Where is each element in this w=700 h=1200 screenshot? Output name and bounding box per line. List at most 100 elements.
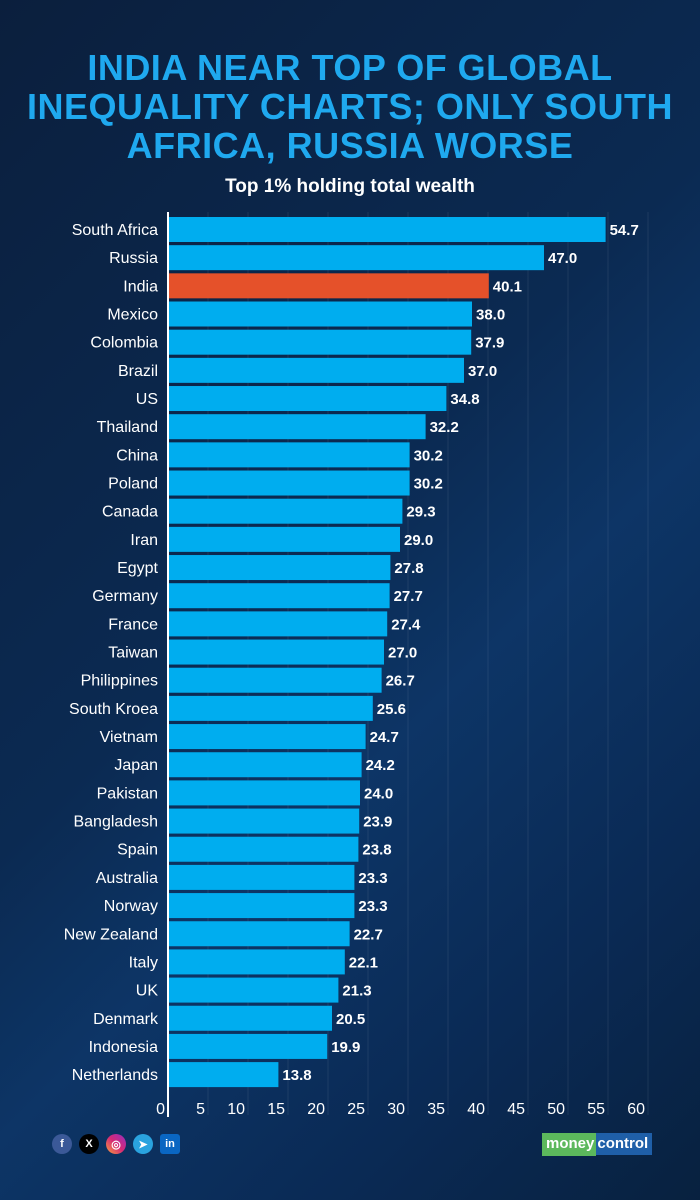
chart-subtitle: Top 1% holding total wealth bbox=[225, 176, 475, 197]
category-label: Italy bbox=[129, 954, 158, 971]
category-label: India bbox=[123, 278, 158, 295]
chart-title: INDIA NEAR TOP OF GLOBAL INEQUALITY CHAR… bbox=[27, 47, 673, 166]
category-label: Mexico bbox=[107, 307, 158, 324]
data-label: 23.9 bbox=[363, 814, 392, 831]
x-tick-label: 30 bbox=[387, 1101, 405, 1118]
category-label: Philippines bbox=[81, 673, 158, 690]
telegram-icon[interactable]: ➤ bbox=[133, 1134, 153, 1154]
category-label: New Zealand bbox=[64, 926, 158, 943]
data-label: 23.8 bbox=[362, 842, 391, 859]
x-tick-label: 60 bbox=[627, 1101, 645, 1118]
category-label: Spain bbox=[117, 842, 158, 859]
x-tick-label: 35 bbox=[427, 1101, 445, 1118]
bar-south-africa bbox=[168, 217, 606, 242]
data-label: 22.1 bbox=[349, 954, 378, 971]
x-tick-label: 40 bbox=[467, 1101, 485, 1118]
bar-new-zealand bbox=[168, 921, 350, 947]
category-label: Netherlands bbox=[72, 1067, 158, 1084]
bar-philippines bbox=[168, 667, 382, 693]
data-label: 20.5 bbox=[336, 1011, 365, 1028]
bar-uk bbox=[168, 977, 339, 1003]
category-label: Egypt bbox=[117, 560, 158, 577]
bar-norway bbox=[168, 893, 355, 919]
bar-denmark bbox=[168, 1005, 332, 1031]
linkedin-icon[interactable]: in bbox=[160, 1134, 180, 1154]
bar-mexico bbox=[168, 301, 472, 327]
bar-vietnam bbox=[168, 724, 366, 750]
data-label: 47.0 bbox=[548, 250, 577, 267]
data-label: 27.8 bbox=[394, 560, 423, 577]
bar-spain bbox=[168, 836, 359, 862]
data-label: 30.2 bbox=[414, 476, 443, 493]
data-label: 19.9 bbox=[331, 1039, 360, 1056]
bar-iran bbox=[168, 526, 400, 552]
category-label: Indonesia bbox=[89, 1039, 158, 1056]
x-tick-label: 5 bbox=[196, 1101, 205, 1118]
category-label: Japan bbox=[114, 757, 158, 774]
data-label: 24.2 bbox=[366, 757, 395, 774]
bar-south-kroea bbox=[168, 695, 373, 721]
instagram-icon[interactable]: ◎ bbox=[106, 1134, 126, 1154]
x-tick-label: 25 bbox=[347, 1101, 365, 1118]
data-label: 29.3 bbox=[406, 504, 435, 521]
bar-poland bbox=[168, 470, 410, 496]
bar-india bbox=[168, 273, 489, 299]
data-label: 34.8 bbox=[450, 391, 479, 408]
category-label: South Kroea bbox=[69, 701, 158, 718]
data-label: 26.7 bbox=[386, 673, 415, 690]
x-tick-label: 55 bbox=[587, 1101, 605, 1118]
data-label: 32.2 bbox=[430, 419, 459, 436]
data-label: 37.9 bbox=[475, 335, 504, 352]
category-label: Russia bbox=[109, 250, 158, 267]
x-tick-label: 20 bbox=[307, 1101, 325, 1118]
bar-egypt bbox=[168, 555, 391, 581]
category-label: Pakistan bbox=[97, 785, 158, 802]
data-label: 24.0 bbox=[364, 785, 393, 802]
x-icon[interactable]: X bbox=[79, 1134, 99, 1154]
category-label: US bbox=[136, 391, 158, 408]
data-label: 54.7 bbox=[610, 222, 639, 239]
bar-russia bbox=[168, 245, 544, 271]
data-label: 23.3 bbox=[358, 898, 387, 915]
facebook-icon[interactable]: f bbox=[52, 1134, 72, 1154]
category-label: Taiwan bbox=[108, 645, 158, 662]
bar-japan bbox=[168, 752, 362, 778]
category-label: Poland bbox=[108, 476, 158, 493]
bar-germany bbox=[168, 583, 390, 609]
data-label: 27.7 bbox=[394, 588, 423, 605]
bar-brazil bbox=[168, 357, 464, 383]
category-label: Brazil bbox=[118, 363, 158, 380]
bar-italy bbox=[168, 949, 345, 975]
data-label: 22.7 bbox=[354, 926, 383, 943]
data-label: 30.2 bbox=[414, 447, 443, 464]
data-label: 25.6 bbox=[377, 701, 406, 718]
data-label: 37.0 bbox=[468, 363, 497, 380]
bar-china bbox=[168, 442, 410, 468]
bar-australia bbox=[168, 864, 355, 890]
category-label: Australia bbox=[96, 870, 158, 887]
bar-france bbox=[168, 611, 388, 637]
data-label: 40.1 bbox=[493, 278, 522, 295]
data-label: 13.8 bbox=[282, 1067, 311, 1084]
category-label: China bbox=[116, 447, 158, 464]
bar-us bbox=[168, 386, 447, 412]
category-label: Vietnam bbox=[100, 729, 158, 746]
category-label: South Africa bbox=[72, 222, 158, 239]
bar-chart: 0 5 10 15 20 25 30 35 40 45 50 55 60 South Africa 54.7… bbox=[64, 217, 645, 1118]
category-label: Iran bbox=[130, 532, 158, 549]
bar-canada bbox=[168, 498, 403, 524]
data-label: 27.0 bbox=[388, 645, 417, 662]
bar-bangladesh bbox=[168, 808, 360, 834]
data-label: 27.4 bbox=[391, 616, 421, 633]
x-tick-label: 0 bbox=[156, 1101, 165, 1118]
category-label: UK bbox=[136, 983, 159, 1000]
moneycontrol-logo: money control bbox=[542, 1133, 653, 1156]
category-label: Germany bbox=[92, 588, 158, 605]
category-label: Canada bbox=[102, 504, 158, 521]
x-tick-label: 45 bbox=[507, 1101, 525, 1118]
social-icons: f X ◎ ➤ in bbox=[52, 1134, 180, 1154]
bar-thailand bbox=[168, 414, 426, 440]
data-label: 21.3 bbox=[342, 983, 371, 1000]
data-label: 24.7 bbox=[370, 729, 399, 746]
bar-indonesia bbox=[168, 1033, 328, 1059]
